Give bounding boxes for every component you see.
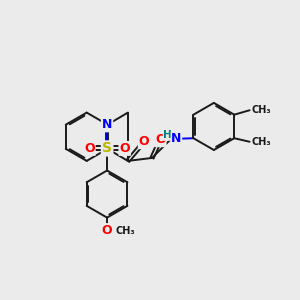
Text: N: N: [102, 118, 112, 131]
Text: O: O: [119, 142, 130, 155]
Text: CH₃: CH₃: [252, 105, 272, 115]
Text: O: O: [84, 142, 95, 155]
Text: O: O: [102, 142, 112, 155]
Text: CH₃: CH₃: [115, 226, 135, 236]
Text: H: H: [163, 130, 172, 140]
Text: O: O: [102, 224, 112, 237]
Text: N: N: [171, 132, 182, 145]
Text: CH₃: CH₃: [252, 137, 272, 147]
Text: O: O: [139, 135, 149, 148]
Text: S: S: [102, 141, 112, 155]
Text: O: O: [155, 133, 166, 146]
